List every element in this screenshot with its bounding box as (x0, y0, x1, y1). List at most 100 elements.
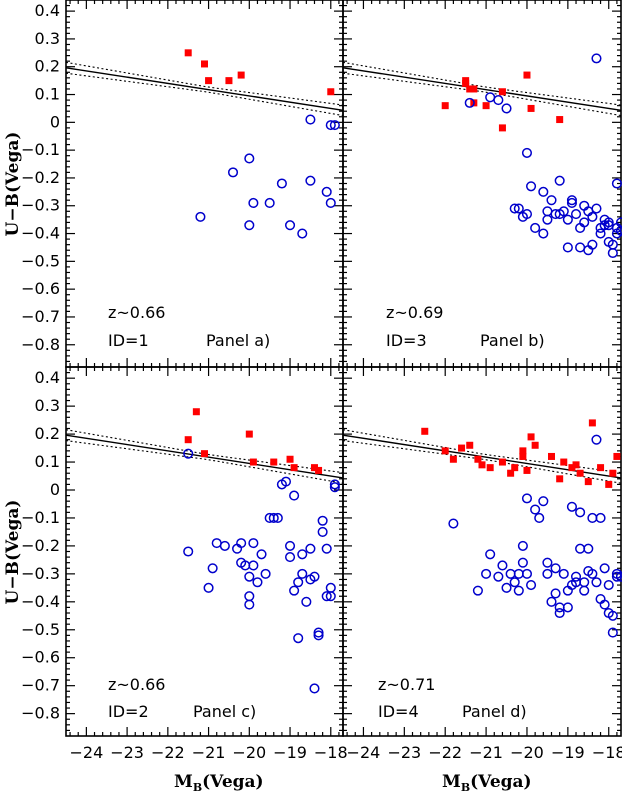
blue-circle-point (321, 543, 332, 554)
blue-circle-point (542, 568, 553, 579)
blue-circle-point (599, 599, 610, 610)
blue-circle-point (260, 568, 271, 579)
blue-circle-point (526, 181, 537, 192)
blue-circle-point (562, 242, 573, 253)
blue-circle-point (538, 186, 549, 197)
x-tick-label: −19 (273, 743, 307, 762)
blue-circle-point (472, 585, 483, 596)
blue-circle-point (309, 683, 320, 694)
blue-circle-point (289, 490, 300, 501)
tick-labels: 0.4 0.3 0.2 0.1 0 −0.1 −0.2 −0.3 −0.4 −0.5 −0.6 −0.… (21, 1, 622, 762)
blue-circle-point (517, 540, 528, 551)
blue-circle-point (579, 577, 590, 588)
y-tick-label: −0.6 (21, 648, 60, 667)
red-square-point (609, 469, 617, 477)
blue-circle-point (530, 504, 541, 515)
blue-circle-point (591, 434, 602, 445)
y-tick-label: 0.2 (35, 424, 60, 443)
fit-confidence-line (342, 61, 622, 106)
red-square-point (572, 461, 580, 469)
blue-circle-point (521, 147, 533, 158)
blue-circle-point (570, 209, 582, 220)
blue-circle-point (562, 214, 573, 225)
red-square-point (511, 464, 519, 472)
blue-circle-point (464, 97, 475, 108)
red-square-point (486, 464, 494, 472)
blue-circle-point (244, 220, 255, 231)
x-axis-label-rest: (Vega) (470, 772, 531, 792)
blue-circle-point (513, 568, 524, 579)
blue-circle-point (534, 512, 545, 524)
red-square-point (523, 466, 531, 474)
blue-circle-point (236, 538, 247, 549)
red-square-point (531, 441, 539, 449)
red-square-point (556, 116, 564, 124)
red-square-point (458, 444, 466, 452)
blue-circle-point (595, 228, 606, 239)
blue-circle-point (546, 195, 557, 206)
y-tick-label: 0.1 (35, 452, 60, 471)
blue-circle-point (284, 552, 296, 563)
blue-circle-point (195, 211, 206, 222)
panel-b-redshift: z~0.69 (386, 303, 443, 322)
blue-circle-point (448, 518, 459, 529)
data-points (183, 49, 622, 694)
blue-circle-point (591, 203, 602, 214)
blue-circle-point (587, 568, 598, 579)
y-tick-label: −0.5 (21, 251, 60, 270)
x-axis-label-right: MB(Vega) (442, 772, 532, 794)
x-axis-label-main: M (174, 772, 193, 792)
x-tick-label: −24 (69, 743, 103, 762)
panel-a-label: Panel a) (206, 331, 270, 350)
blue-circle-point (252, 577, 263, 588)
blue-circle-point (268, 512, 279, 524)
blue-circle-point (493, 571, 504, 582)
blue-circle-point (289, 585, 300, 596)
blue-circle-point (517, 557, 528, 568)
panel-c-label: Panel c) (193, 702, 256, 721)
blue-circle-point (272, 512, 283, 524)
red-square-point (527, 433, 535, 441)
red-square-point (498, 458, 506, 466)
y-tick-label: −0.1 (21, 508, 60, 527)
blue-circle-point (554, 607, 565, 619)
blue-circle-point (211, 538, 222, 549)
blue-circle-point (276, 178, 287, 189)
red-square-point (286, 455, 294, 463)
blue-circle-point (558, 206, 569, 217)
blue-circle-point (244, 153, 255, 164)
red-square-point (613, 452, 621, 460)
blue-circle-point (256, 549, 267, 560)
blue-circle-point (526, 579, 537, 591)
red-square-point (184, 49, 192, 57)
red-square-point (315, 466, 323, 474)
blue-circle-point (501, 582, 512, 593)
blue-circle-point (301, 596, 312, 607)
red-square-point (548, 452, 555, 460)
blue-circle-point (248, 560, 259, 571)
blue-circle-point (611, 178, 622, 189)
x-tick-label: −18 (592, 743, 622, 762)
blue-circle-point (203, 582, 214, 593)
blue-circle-point (244, 571, 255, 582)
blue-circle-point (183, 546, 194, 557)
blue-circle-point (513, 585, 524, 596)
x-tick-label: −21 (192, 743, 226, 762)
blue-circle-point (587, 211, 598, 222)
red-square-point (588, 419, 596, 427)
blue-circle-point (575, 242, 586, 253)
blue-circle-point (248, 538, 259, 549)
blue-circle-point (297, 568, 308, 579)
fit-line (65, 67, 344, 112)
x-tick-label: −21 (469, 743, 503, 762)
blue-circle-point (583, 543, 594, 554)
blue-circle-point (570, 571, 582, 582)
blue-circle-point (566, 195, 577, 206)
red-square-point (523, 71, 531, 79)
red-square-point (327, 88, 335, 96)
x-tick-label: −24 (347, 743, 381, 762)
blue-circle-point (293, 633, 304, 644)
x-axis-label-subscript: B (461, 781, 470, 794)
blue-circle-point (317, 515, 328, 526)
blue-circle-point (485, 549, 496, 560)
